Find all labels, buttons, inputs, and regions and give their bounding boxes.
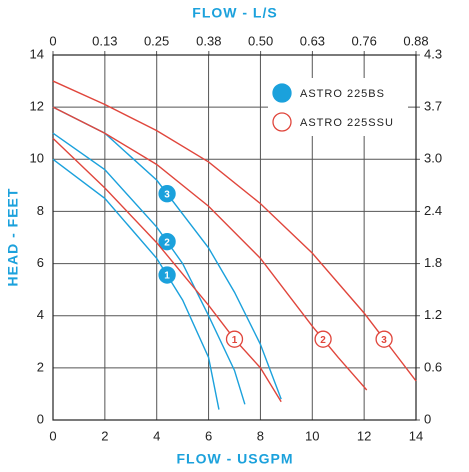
curve-label-marker — [314, 330, 332, 348]
y-tick-label: 2 — [37, 359, 44, 374]
x-tick-label: 10 — [305, 428, 319, 443]
x2-tick-label: 0.13 — [92, 33, 117, 48]
x-tick-label: 12 — [357, 428, 371, 443]
x2-tick-label: 0.76 — [352, 33, 377, 48]
x-axis-title: FLOW - USGPM — [177, 451, 294, 467]
x2-tick-label: 0.63 — [300, 33, 325, 48]
x2-tick-label: 0.25 — [144, 33, 169, 48]
y-tick-label: 0 — [37, 411, 44, 426]
y-tick-label: 6 — [37, 255, 44, 270]
y2-tick-label: 3.7 — [424, 99, 442, 114]
y2-tick-label: 4.3 — [424, 46, 442, 61]
curve-label: 1 — [232, 335, 238, 346]
y-tick-label: 4 — [37, 307, 44, 322]
x2-axis-title: FLOW - L/S — [192, 5, 277, 21]
y-axis-title: HEAD - FEET — [5, 188, 21, 287]
legend-label: ASTRO 225SSU — [300, 117, 394, 129]
x2-tick-label: 0.50 — [248, 33, 273, 48]
curve-label-marker — [158, 266, 176, 284]
plot-frame — [52, 54, 417, 421]
pump-curve — [52, 132, 246, 405]
y-tick-label: 14 — [30, 46, 44, 61]
pump-curve — [52, 106, 282, 400]
curve-label: 3 — [381, 335, 387, 346]
x2-tick-label: 0.38 — [196, 33, 221, 48]
x-tick-label: 0 — [49, 428, 56, 443]
curve-label-marker — [158, 233, 176, 251]
y-tick-label: 10 — [30, 151, 44, 166]
legend-box — [268, 78, 408, 136]
y-tick-label: 12 — [30, 99, 44, 114]
y2-tick-label: 2.4 — [424, 203, 442, 218]
x-tick-label: 14 — [409, 428, 423, 443]
y2-tick-label: 1.2 — [424, 307, 442, 322]
pump-curve — [52, 158, 220, 410]
x-tick-label: 4 — [153, 428, 160, 443]
curve-label: 2 — [320, 335, 326, 346]
curve-label: 3 — [164, 189, 170, 200]
x2-tick-label: 0.88 — [403, 33, 428, 48]
legend-label: ASTRO 225BS — [300, 88, 385, 100]
x-tick-label: 6 — [205, 428, 212, 443]
y-tick-label: 8 — [37, 203, 44, 218]
y2-tick-label: 0 — [424, 411, 431, 426]
x-tick-label: 2 — [101, 428, 108, 443]
y2-tick-label: 0.6 — [424, 359, 442, 374]
curve-label-marker — [375, 330, 393, 348]
curve-label-marker — [158, 185, 176, 203]
legend-marker — [272, 112, 292, 132]
legend-marker — [272, 83, 292, 103]
y2-tick-label: 1.8 — [424, 255, 442, 270]
curve-label: 1 — [164, 271, 170, 282]
pump-curve — [52, 137, 282, 403]
x-tick-label: 8 — [257, 428, 264, 443]
x2-tick-label: 0 — [49, 33, 56, 48]
curve-label-marker — [225, 330, 244, 348]
curve-label: 2 — [164, 237, 170, 248]
y2-tick-label: 3.0 — [424, 151, 442, 166]
pump-curve — [52, 106, 368, 391]
